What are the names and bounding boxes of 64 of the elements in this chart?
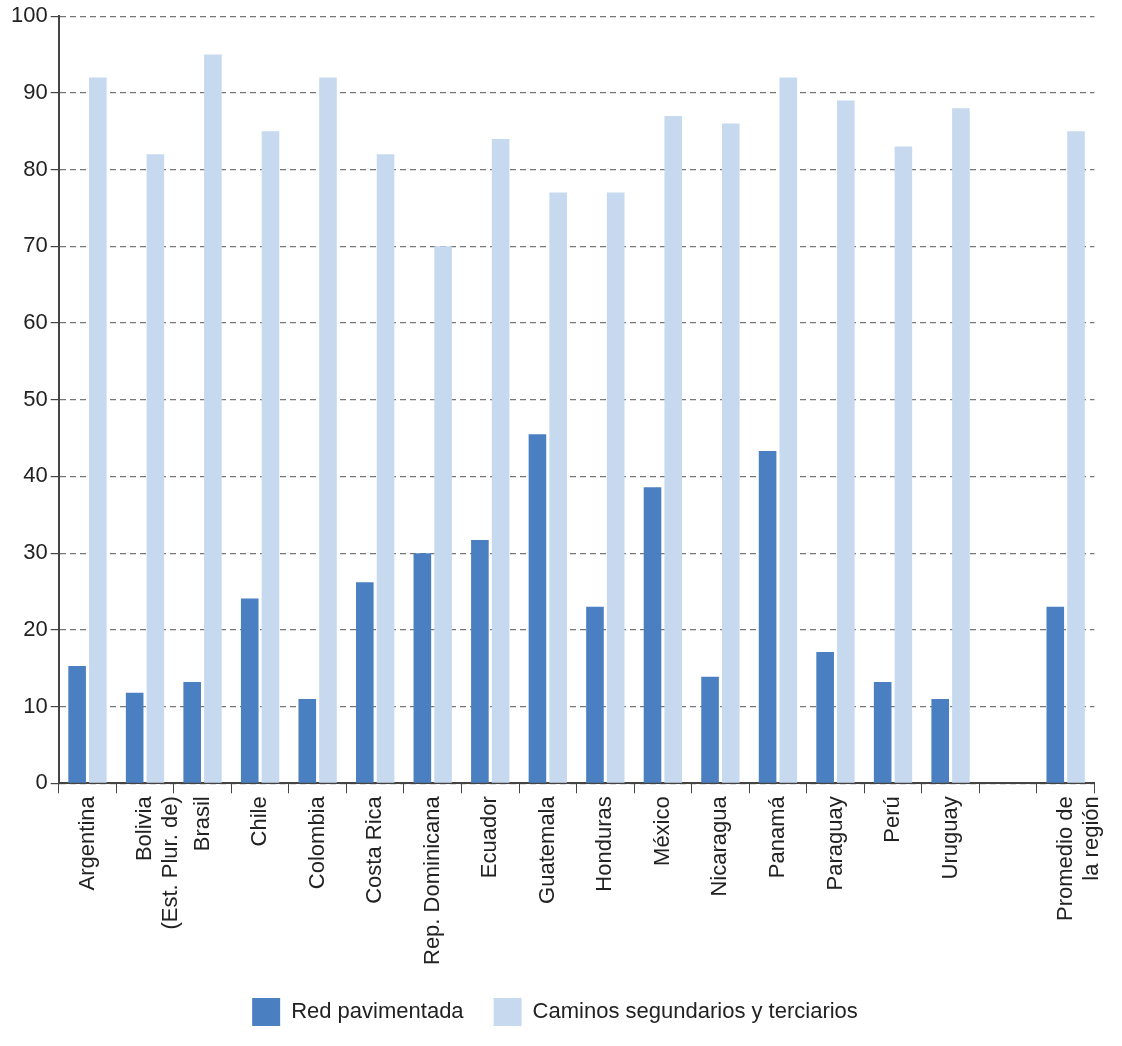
bar <box>931 698 950 783</box>
x-tick-label: Chile <box>246 796 272 847</box>
x-tick-label: Rep. Dominicana <box>418 795 444 965</box>
y-tick-label: 30 <box>23 539 48 565</box>
bar <box>837 100 855 783</box>
x-tick-label: Perú <box>879 796 905 843</box>
bar <box>779 77 798 783</box>
x-tick-label: Promedio de la región <box>1051 796 1104 921</box>
bar <box>298 698 317 783</box>
bar <box>701 676 719 783</box>
bar <box>586 606 604 783</box>
bar <box>89 77 107 783</box>
bar <box>1067 131 1085 783</box>
y-tick-label: 40 <box>23 462 48 488</box>
x-tick-label: Argentina <box>73 795 99 891</box>
x-tick-label: Brasil <box>188 796 214 852</box>
bar <box>664 115 683 783</box>
y-tick-label: 10 <box>23 692 48 718</box>
bar <box>240 598 259 783</box>
bar <box>952 108 970 783</box>
x-tick-label: Uruguay <box>936 796 962 880</box>
bar <box>125 692 144 783</box>
bar <box>356 582 374 783</box>
bar <box>261 131 280 783</box>
y-tick-label: 50 <box>23 385 48 411</box>
bar <box>183 682 201 783</box>
legend-label: Caminos segundarios y terciarios <box>532 998 858 1024</box>
x-tick-label: Costa Rica <box>361 795 387 904</box>
bar <box>1046 606 1065 783</box>
bar <box>758 451 777 783</box>
bar <box>721 123 740 783</box>
bar <box>434 246 452 783</box>
bar <box>413 553 432 783</box>
y-tick-label: 100 <box>10 2 48 28</box>
x-tick-label: México <box>648 796 674 866</box>
bar <box>873 682 892 783</box>
y-tick-label: 90 <box>23 78 48 104</box>
x-tick-label: Guatemala <box>533 795 559 904</box>
y-tick-label: 0 <box>35 769 48 795</box>
bar <box>606 192 625 783</box>
x-tick-label: Panamá <box>764 795 790 879</box>
y-tick-label: 20 <box>23 615 48 641</box>
x-tick-label: Paraguay <box>821 796 847 891</box>
bar <box>376 154 395 783</box>
bar <box>491 138 510 783</box>
x-tick-label: Honduras <box>591 796 617 892</box>
x-tick-label: Nicaragua <box>706 795 732 897</box>
bar <box>204 54 222 783</box>
x-tick-label: Ecuador <box>476 796 502 879</box>
y-tick-label: 70 <box>23 232 48 258</box>
bar <box>816 652 834 783</box>
bar <box>146 154 165 783</box>
bar <box>894 146 913 783</box>
x-tick-label: Colombia <box>303 795 329 890</box>
bar <box>471 540 489 783</box>
legend-label: Red pavimentada <box>291 998 465 1024</box>
y-tick-label: 80 <box>23 155 48 181</box>
bar <box>528 434 547 783</box>
bar <box>549 192 567 783</box>
bar <box>68 665 86 783</box>
bar <box>319 77 337 783</box>
x-tick-label: Bolivia (Est. Plur. de) <box>131 795 183 930</box>
y-tick-label: 60 <box>23 309 48 335</box>
bar <box>643 487 662 783</box>
